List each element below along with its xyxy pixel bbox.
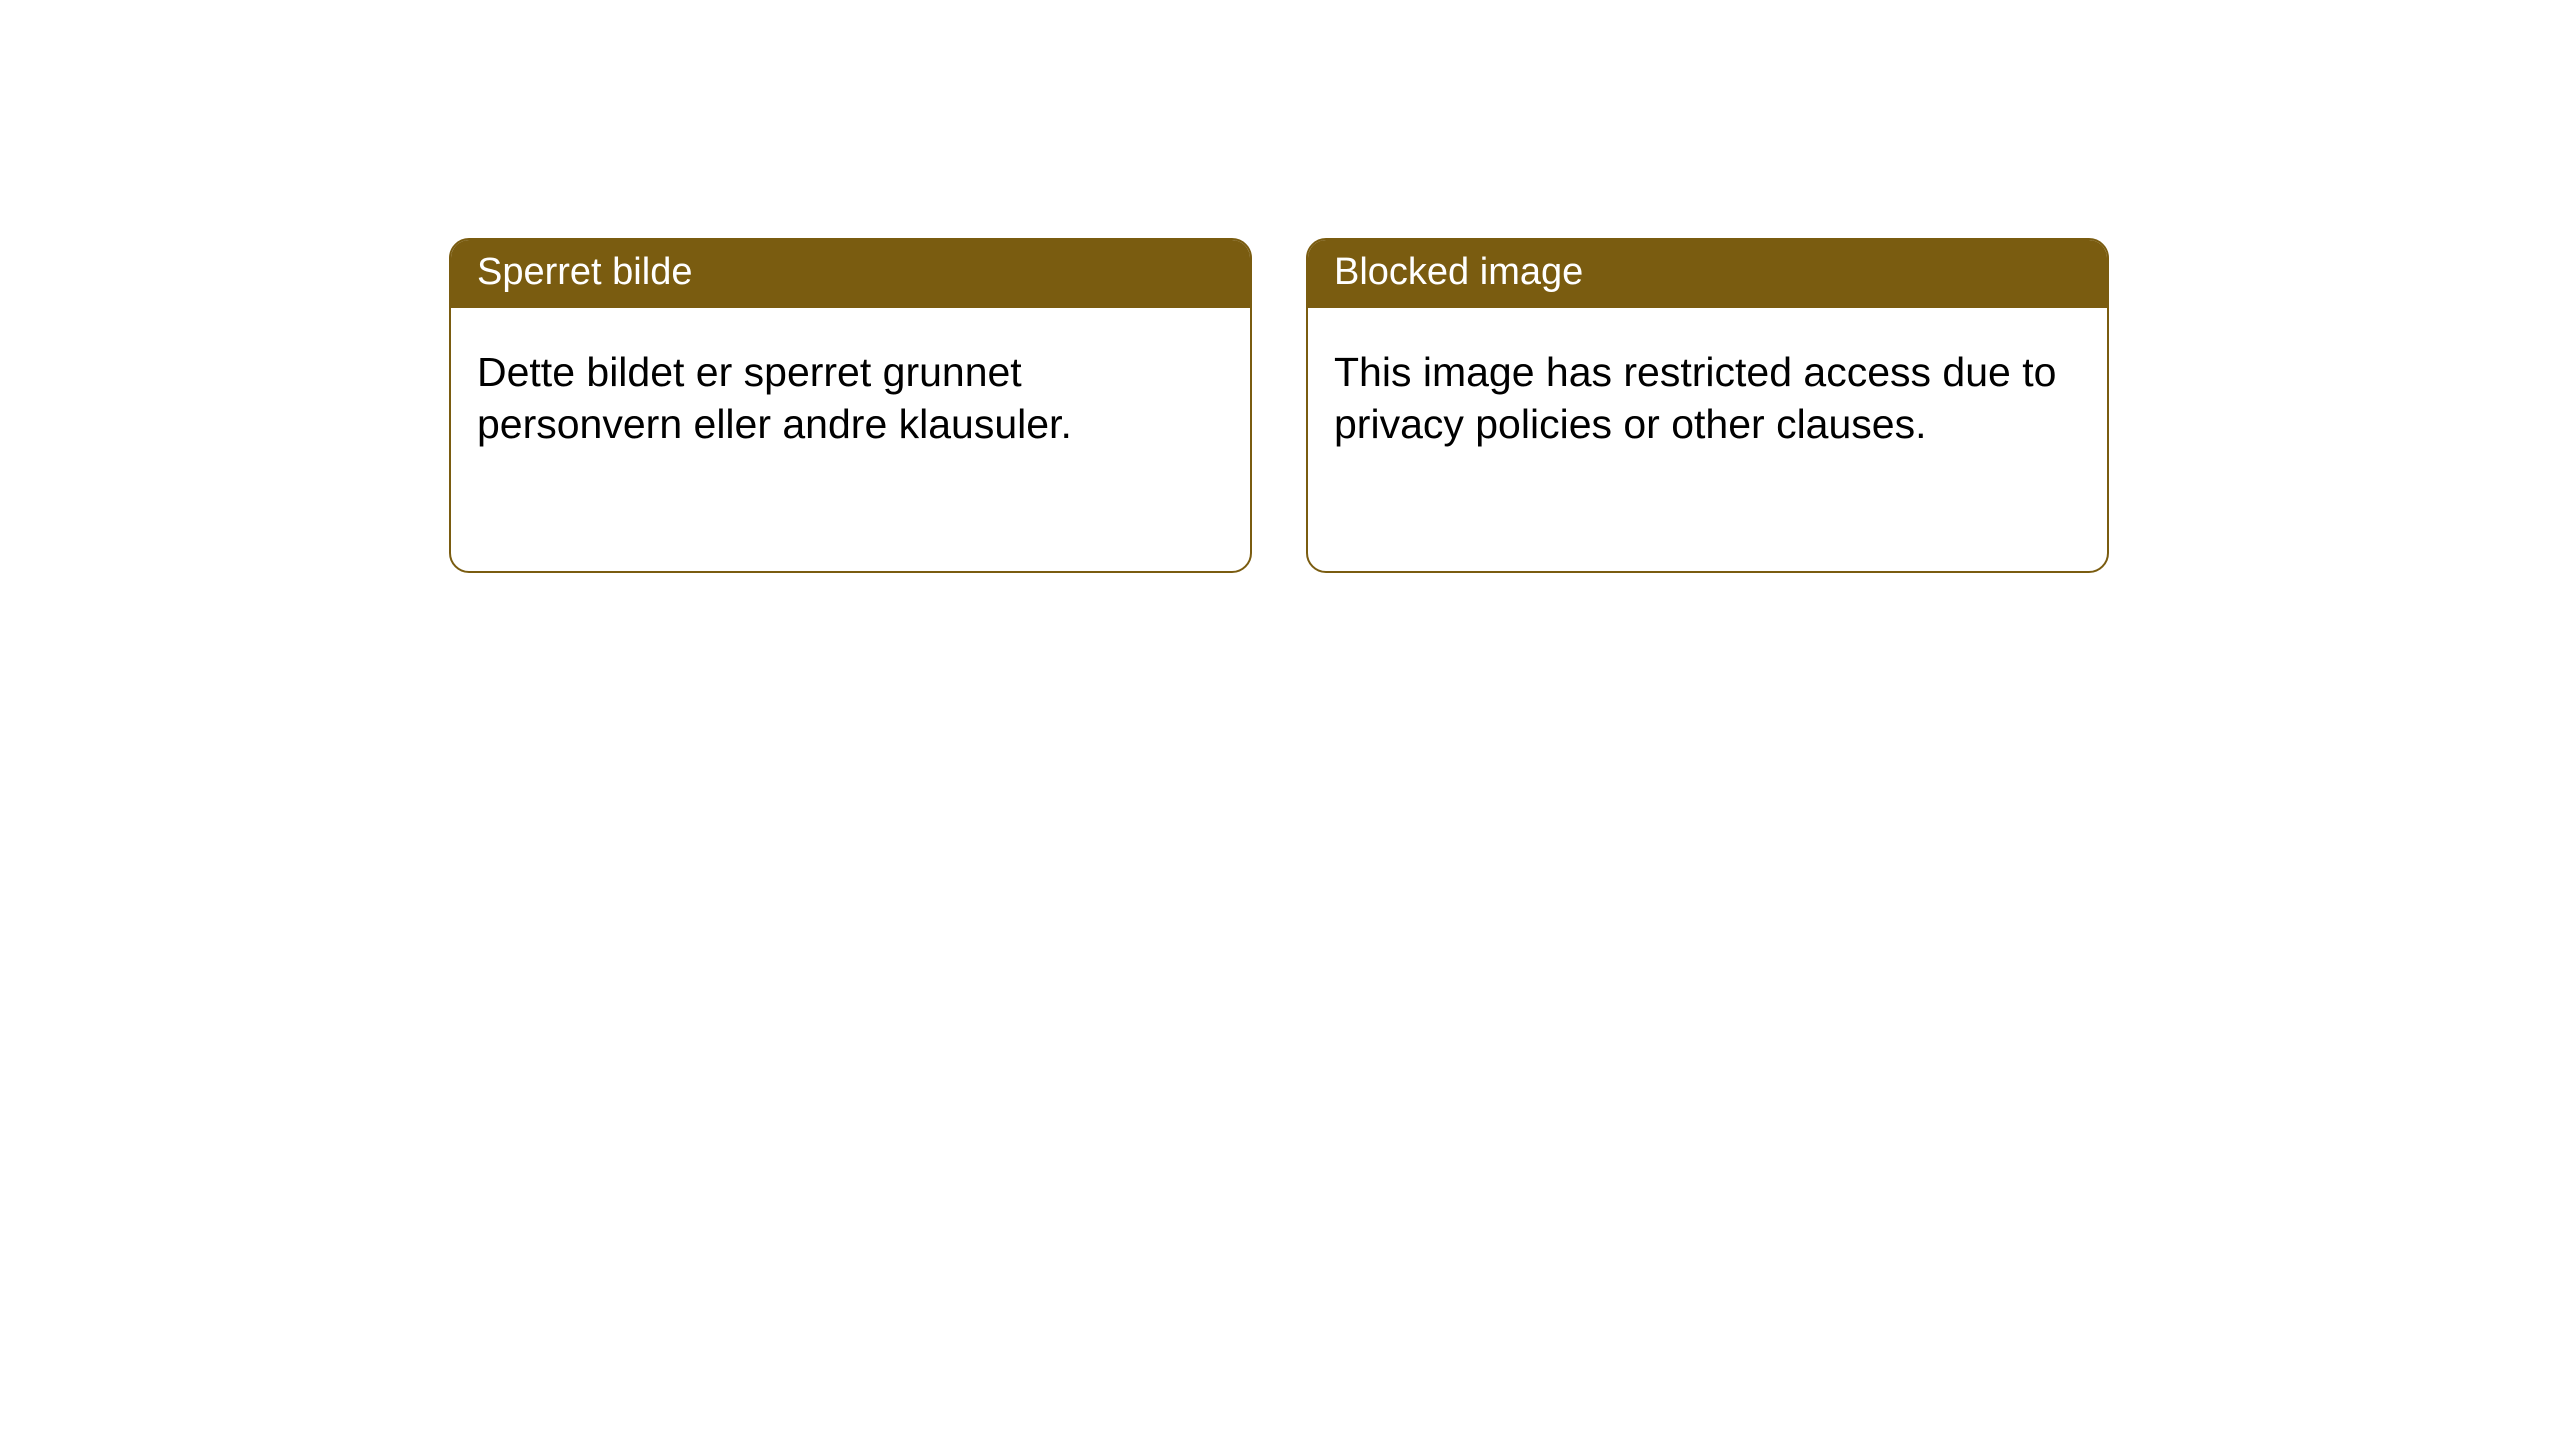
- notice-body: This image has restricted access due to …: [1308, 308, 2107, 489]
- notice-body: Dette bildet er sperret grunnet personve…: [451, 308, 1250, 489]
- notice-header: Sperret bilde: [451, 240, 1250, 308]
- notice-card-norwegian: Sperret bilde Dette bildet er sperret gr…: [449, 238, 1252, 573]
- notice-container: Sperret bilde Dette bildet er sperret gr…: [0, 0, 2560, 573]
- notice-header: Blocked image: [1308, 240, 2107, 308]
- notice-card-english: Blocked image This image has restricted …: [1306, 238, 2109, 573]
